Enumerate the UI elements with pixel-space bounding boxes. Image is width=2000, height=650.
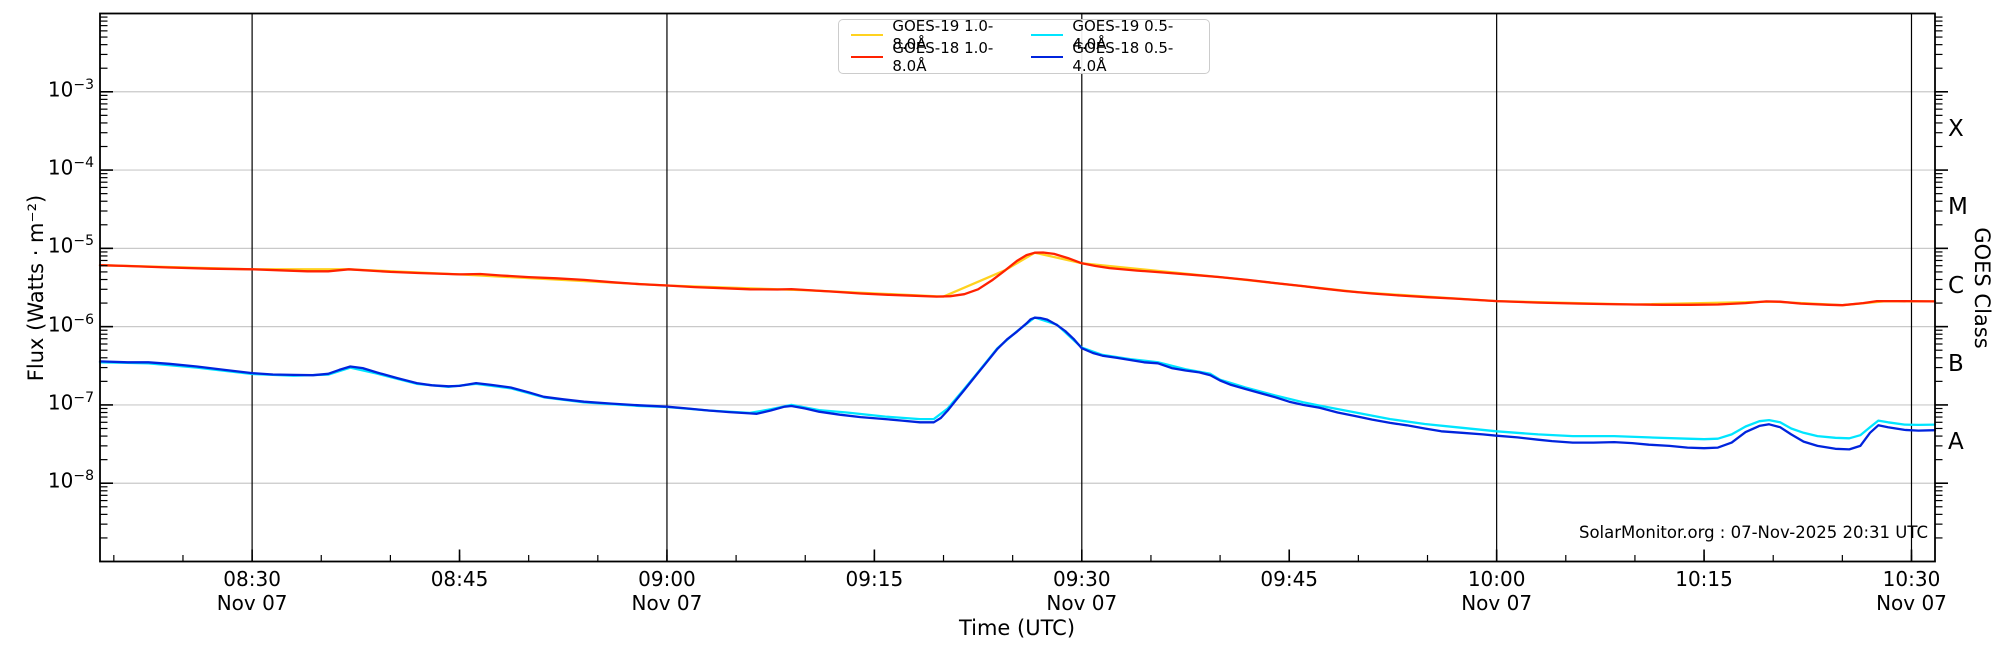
legend-item: GOES-19 0.5-4.0Å xyxy=(1027,17,1201,53)
goes-class-letter: C xyxy=(1948,272,1965,299)
flux-tick-label: 10−4 xyxy=(47,155,94,180)
time-tick-label: 08:45 xyxy=(430,567,489,591)
date-tick-label: Nov 07 xyxy=(1461,591,1533,615)
legend-item: GOES-18 0.5-4.0Å xyxy=(1027,39,1201,75)
goes-class-letter: A xyxy=(1948,429,1964,456)
time-tick-label: 10:30 xyxy=(1882,567,1941,591)
goes-class-letter: X xyxy=(1948,115,1964,142)
series-goes-18-0-5-4-0- xyxy=(98,316,1937,451)
date-tick-label: Nov 07 xyxy=(631,591,703,615)
time-tick-label: 10:00 xyxy=(1467,567,1526,591)
legend-item-label: GOES-18 0.5-4.0Å xyxy=(1072,39,1174,75)
time-tick-label: 09:30 xyxy=(1052,567,1111,591)
right-axis-title: GOES Class xyxy=(1970,227,1994,349)
x-axis-title: Time (UTC) xyxy=(958,616,1076,640)
legend-line-swatch xyxy=(1031,56,1064,58)
legend-item: GOES-18 1.0-8.0Å xyxy=(847,39,1021,75)
legend-item-label: GOES-19 1.0-8.0Å xyxy=(892,17,994,53)
time-tick-label: 09:00 xyxy=(638,567,696,591)
legend-line-swatch xyxy=(851,34,884,36)
time-tick-label: 09:45 xyxy=(1260,567,1319,591)
time-tick-label: 08:30 xyxy=(223,567,281,591)
goes-class-letter: B xyxy=(1948,350,1964,377)
flux-tick-label: 10−8 xyxy=(47,468,94,493)
flux-tick-label: 10−5 xyxy=(47,233,94,258)
y-axis-title: Flux (Watts · m⁻²) xyxy=(24,194,48,382)
watermark-text: SolarMonitor.org : 07-Nov-2025 20:31 UTC xyxy=(1578,523,1928,542)
plot-border xyxy=(99,12,1936,563)
series-goes-18-1-0-8-0- xyxy=(98,251,1937,307)
flux-tick-label: 10−6 xyxy=(47,311,94,337)
legend-item-label: GOES-18 1.0-8.0Å xyxy=(892,39,994,75)
date-tick-label: Nov 07 xyxy=(1046,591,1118,615)
legend-line-swatch xyxy=(851,56,884,58)
legend-line-swatch xyxy=(1031,34,1064,36)
time-tick-label: 10:15 xyxy=(1675,567,1733,591)
date-tick-label: Nov 07 xyxy=(216,591,288,615)
series-goes-19-0-5-4-0- xyxy=(98,316,1937,441)
date-tick-label: Nov 07 xyxy=(1876,591,1947,615)
chart-legend: GOES-19 1.0-8.0Å GOES-19 0.5-4.0Å GOES-18 … xyxy=(838,17,1210,75)
goes-class-letter: M xyxy=(1948,194,1968,221)
flux-tick-label: 10−3 xyxy=(47,76,94,102)
flux-tick-label: 10−7 xyxy=(47,389,94,415)
legend-item-label: GOES-19 0.5-4.0Å xyxy=(1072,17,1174,53)
time-tick-label: 09:15 xyxy=(845,567,904,591)
legend-item: GOES-19 1.0-8.0Å xyxy=(847,17,1021,53)
